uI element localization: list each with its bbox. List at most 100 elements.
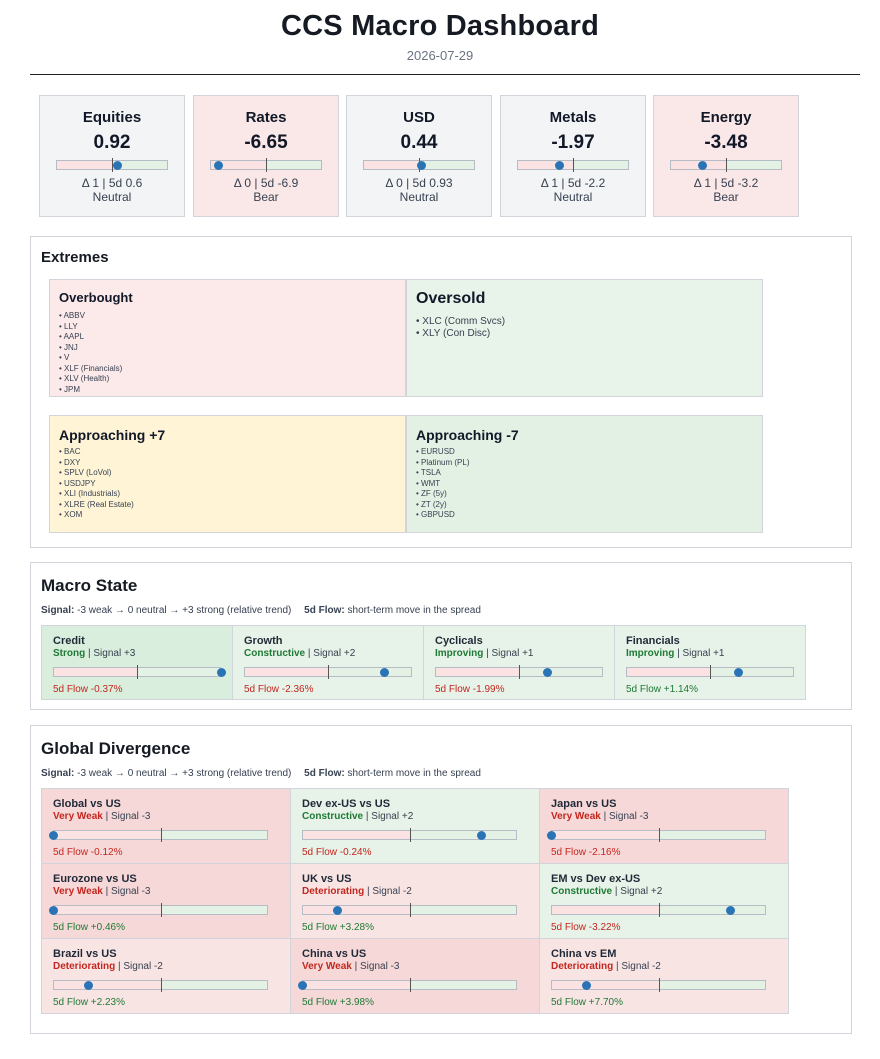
card-value: -1.97 — [551, 132, 595, 153]
signal-cell: Growth Constructive | Signal +2 5d Flow -2… — [232, 625, 424, 700]
card-gauge — [670, 158, 782, 172]
gauge-marker — [216, 668, 226, 677]
card-gauge — [517, 158, 629, 172]
card-rates: Rates -6.65 Δ 0 | 5d -6.9 Bear — [193, 95, 339, 217]
oversold-title: Oversold — [416, 290, 486, 307]
signal-gauge — [48, 903, 268, 917]
cell-flow: 5d Flow -0.12% — [53, 847, 123, 858]
gauge-marker — [476, 831, 486, 840]
ticker-item: • BAC — [59, 447, 81, 456]
signal-gauge — [53, 665, 226, 679]
ticker-item: • TSLA — [416, 468, 441, 477]
card-usd: USD 0.44 Δ 0 | 5d 0.93 Neutral — [346, 95, 492, 217]
ticker-item: • LLY — [59, 321, 78, 331]
approaching-pos-list: • BAC • DXY • SPLV (LoVol) • USDJPY • XLI (I… — [59, 447, 396, 521]
overbought-list: • ABBV • LLY • AAPL • JNJ • V • XLF (Financia… — [59, 311, 396, 395]
page-header: CCS Macro Dashboard 2026-07-29 — [0, 0, 880, 63]
ticker-item: • JNJ — [59, 342, 78, 352]
card-value: 0.44 — [400, 132, 438, 153]
cell-state: Constructive | Signal +2 — [244, 648, 356, 659]
card-metals: Metals -1.97 Δ 1 | 5d -2.2 Neutral — [500, 95, 646, 217]
card-name: Rates — [245, 109, 287, 126]
global-divergence-panel: Global Divergence Signal: -3 weak → 0 ne… — [30, 725, 852, 1034]
card-delta: Δ 1 | 5d -2.2 — [540, 176, 606, 190]
cell-state: Deteriorating | Signal -2 — [302, 886, 412, 897]
ticker-item: • XLC (Comm Svcs) — [416, 316, 506, 327]
card-state: Neutral — [92, 190, 132, 204]
ticker-item: • ZT (2y) — [416, 499, 447, 509]
page-date: 2026-07-29 — [406, 48, 474, 63]
ticker-item: • AAPL — [59, 332, 85, 341]
cell-flow: 5d Flow +7.70% — [551, 997, 623, 1008]
cell-state: Very Weak | Signal -3 — [53, 811, 151, 822]
ticker-item: • ABBV — [59, 311, 85, 320]
gauge-marker — [333, 906, 343, 915]
gauge-marker — [697, 161, 707, 170]
gauge-marker — [297, 981, 307, 990]
cell-name: China vs EM — [551, 948, 617, 960]
signal-cell: Financials Improving | Signal +1 5d Flow +… — [614, 625, 806, 700]
signal-cell: Dev ex-US vs US Constructive | Signal +2 5… — [290, 788, 540, 864]
ticker-item: • USDJPY — [59, 478, 96, 488]
oversold-list: • XLC (Comm Svcs) • XLY (Con Disc) — [416, 316, 753, 340]
gauge-marker — [555, 161, 565, 170]
gauge-marker — [542, 668, 552, 677]
cell-name: China vs US — [302, 948, 367, 960]
cell-state: Improving | Signal +1 — [435, 648, 534, 659]
cell-flow: 5d Flow -1.99% — [435, 684, 505, 695]
signal-cell: Cyclicals Improving | Signal +1 5d Flow -1… — [423, 625, 615, 700]
cell-flow: 5d Flow +1.14% — [626, 684, 698, 695]
card-value: 0.92 — [93, 132, 131, 153]
cell-name: Brazil vs US — [53, 948, 117, 960]
macro-state-panel: Macro State Signal: -3 weak → 0 neutral … — [30, 562, 852, 710]
ticker-item: • XLY (Con Disc) — [416, 328, 491, 339]
card-state: Bear — [713, 190, 739, 204]
gauge-marker — [48, 906, 58, 915]
cell-state: Very Weak | Signal -3 — [551, 811, 649, 822]
card-name: Equities — [82, 109, 142, 126]
cell-flow: 5d Flow -2.16% — [551, 847, 621, 858]
cell-state: Very Weak | Signal -3 — [302, 961, 400, 972]
ticker-item: • XLI (Industrials) — [59, 489, 121, 498]
signal-gauge — [53, 978, 268, 992]
card-state: Neutral — [399, 190, 439, 204]
card-delta: Δ 1 | 5d 0.6 — [81, 176, 143, 190]
oversold-box: Oversold • XLC (Comm Svcs) • XLY (Con Dis… — [406, 279, 763, 397]
ticker-item: • SPLV (LoVol) — [59, 468, 112, 477]
card-state: Neutral — [553, 190, 593, 204]
overbought-box: Overbought • ABBV • LLY • AAPL • JNJ • V • XL… — [49, 279, 406, 397]
cell-state: Deteriorating | Signal -2 — [53, 961, 163, 972]
signal-gauge — [626, 665, 794, 679]
signal-cell: China vs US Very Weak | Signal -3 5d Flow … — [290, 938, 540, 1014]
ticker-item: • XLRE (Real Estate) — [59, 499, 134, 509]
extremes-panel: Extremes Overbought • ABBV • LLY • AAPL • J… — [30, 236, 852, 548]
ticker-item: • EURUSD — [416, 447, 455, 456]
card-state: Bear — [253, 190, 279, 204]
cell-state: Deteriorating | Signal -2 — [551, 961, 661, 972]
gauge-marker — [546, 831, 556, 840]
metric-cards: Equities 0.92 Δ 1 | 5d 0.6 Neutral Rates… — [39, 95, 809, 217]
gauge-marker — [214, 161, 224, 170]
signal-gauge — [297, 978, 517, 992]
signal-cell: Brazil vs US Deteriorating | Signal -2 5d … — [41, 938, 291, 1014]
gauge-marker — [582, 981, 592, 990]
signal-cell: Eurozone vs US Very Weak | Signal -3 5d Fl… — [41, 863, 291, 939]
signal-cell: Global vs US Very Weak | Signal -3 5d Flow… — [41, 788, 291, 864]
ticker-item: • DXY — [59, 457, 81, 467]
approaching-pos-box: Approaching +7 • BAC • DXY • SPLV (LoVol) •… — [49, 415, 406, 533]
signal-cell: China vs EM Deteriorating | Signal -2 5d F… — [539, 938, 789, 1014]
signal-cell: Credit Strong | Signal +3 5d Flow -0.37% — [41, 625, 233, 700]
card-name: USD — [403, 109, 435, 126]
gauge-marker — [379, 668, 389, 677]
cell-name: UK vs US — [302, 873, 352, 885]
card-value: -6.65 — [244, 132, 288, 153]
cell-name: Growth — [244, 635, 283, 647]
extremes-title: Extremes — [41, 249, 109, 266]
signal-gauge — [551, 978, 766, 992]
header-divider — [30, 74, 860, 75]
card-energy: Energy -3.48 Δ 1 | 5d -3.2 Bear — [653, 95, 799, 217]
ticker-item: • WMT — [416, 478, 441, 488]
cell-name: Credit — [53, 635, 85, 647]
cell-state: Strong | Signal +3 — [53, 648, 136, 659]
signal-legend: Signal: -3 weak → 0 neutral → +3 strong … — [41, 768, 481, 779]
